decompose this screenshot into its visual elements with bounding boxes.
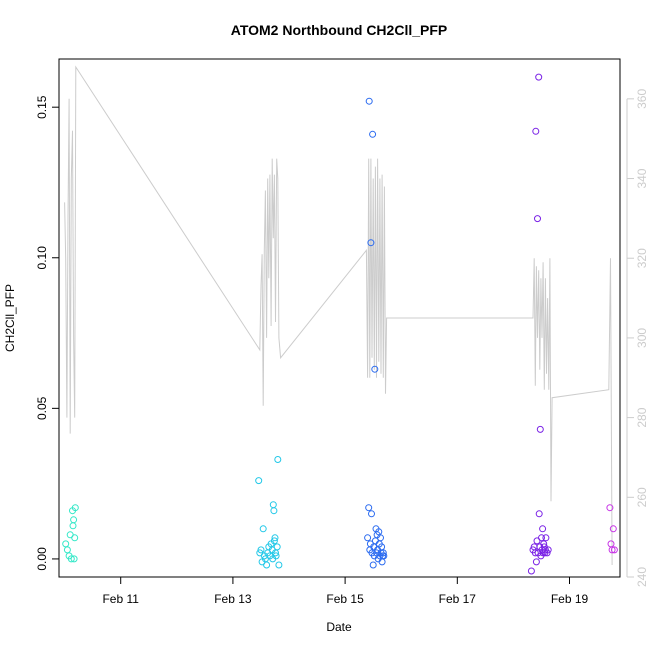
data-point [365,504,373,512]
data-point [538,534,545,542]
data-point [369,561,377,569]
data-point [259,525,267,533]
secondary-series [64,65,613,566]
data-point [368,510,375,518]
data-point [274,456,282,463]
secondary-tick-label: 280 [635,407,649,427]
x-tick-label: Feb 13 [214,592,252,606]
x-tick-label: Feb 19 [551,592,589,606]
chart-title: ATOM2 Northbound CH2Cll_PFP [231,22,447,38]
y-tick-label: 0.05 [35,396,49,420]
secondary-tick-label: 340 [635,168,649,188]
data-point [377,534,384,542]
data-point [543,549,551,557]
y-tick-label: 0.00 [35,547,49,571]
secondary-tick-label: 240 [635,567,649,587]
data-point [263,561,271,569]
data-point [610,546,618,554]
data-point [272,552,280,560]
data-point [534,215,541,223]
secondary-y-axis: 240 260 280 300 320 340 360 [626,89,649,587]
data-point [532,558,540,566]
data-point [527,567,535,575]
data-point [257,546,265,554]
data-point [70,555,78,563]
x-axis-label: Date [326,620,352,634]
data-point [539,525,547,533]
data-point [379,549,387,557]
data-point [531,549,539,557]
data-point [70,516,78,524]
data-point [365,97,373,105]
secondary-tick-label: 320 [635,248,649,268]
y-tick-label: 0.10 [35,246,49,270]
data-point [270,507,278,515]
data-point [275,561,283,569]
secondary-tick-label: 360 [635,89,649,109]
y-axis: 0.00 0.05 0.10 0.15 [35,95,60,571]
x-axis: Feb 11 Feb 13 Feb 15 Feb 17 Feb 19 [102,576,589,606]
data-point [271,534,279,542]
data-points [62,73,618,575]
data-point [608,546,616,554]
secondary-series-line [64,65,613,566]
data-point [67,555,75,563]
data-point [535,73,543,81]
data-point [542,534,550,542]
data-point [71,504,79,512]
data-point [380,552,388,560]
y-axis-label: CH2Cll_PFP [3,284,17,352]
y-tick-label: 0.15 [35,95,49,119]
data-point [544,546,552,554]
data-point [71,534,79,542]
secondary-tick-label: 260 [635,487,649,507]
data-point [535,510,543,518]
data-point [532,127,540,135]
data-point [609,525,617,533]
data-point [270,537,278,545]
data-point [369,130,377,138]
data-point [273,543,281,551]
secondary-tick-label: 300 [635,328,649,348]
data-point [255,477,263,485]
data-point [364,534,372,542]
data-point [367,239,375,247]
data-point [371,365,379,373]
data-point [606,504,614,512]
x-tick-label: Feb 11 [102,592,139,606]
data-point [536,425,544,433]
x-tick-label: Feb 15 [326,592,364,606]
x-tick-label: Feb 17 [439,592,477,606]
